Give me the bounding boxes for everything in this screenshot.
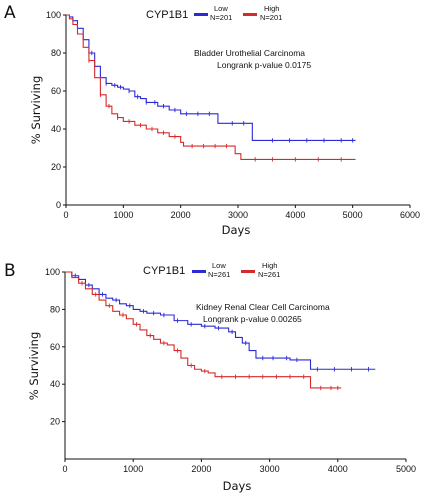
panel-a-y-tick-label: 60 bbox=[51, 86, 61, 96]
panel-a-y-tick-label: 0 bbox=[56, 200, 61, 210]
panel-b-legend-high-name: High bbox=[262, 261, 277, 270]
panel-b-x-axis-title: Days bbox=[223, 479, 252, 493]
panel-a-annotation-title: Bladder Urothelial Carcinoma bbox=[194, 48, 305, 58]
panel-b-legend-high-n: N=261 bbox=[258, 270, 280, 279]
panel-b-y-tick-label: 20 bbox=[50, 417, 60, 427]
panel-a-y-axis-title: % Surviving bbox=[29, 76, 43, 145]
panel-a-y-tick-label: 80 bbox=[51, 48, 61, 58]
panel-b-legend-low-n: N=261 bbox=[208, 270, 230, 279]
panel-b-y-tick-label: 60 bbox=[50, 342, 60, 352]
panel-a-x-axis-title: Days bbox=[222, 223, 251, 237]
panel-a-y-tick-label: 40 bbox=[51, 124, 61, 134]
panel-b-annotation-pvalue: Longrank p-value 0.00265 bbox=[203, 314, 302, 324]
panel-a: A CYP1B1 Low N=201 High N=201 Bladder Ur… bbox=[4, 3, 420, 237]
panel-a-low-survival-curve bbox=[66, 14, 356, 141]
panel-b-y-tick-label: 40 bbox=[50, 379, 60, 389]
panel-b-annotation-title: Kidney Renal Clear Cell Carcinoma bbox=[196, 302, 330, 312]
panel-b-x-tick-label: 1000 bbox=[123, 464, 143, 474]
panel-a-legend-low-n: N=201 bbox=[210, 13, 232, 22]
panel-b-y-tick-label: 80 bbox=[50, 304, 60, 314]
panel-a-x-tick-label: 3000 bbox=[228, 210, 248, 220]
panel-a-x-tick-label: 4000 bbox=[285, 210, 305, 220]
panel-a-x-tick-label: 2000 bbox=[171, 210, 191, 220]
panel-a-gene-label: CYP1B1 bbox=[146, 9, 188, 21]
panel-a-y-tick-label: 100 bbox=[46, 10, 61, 20]
panel-b-x-tick-label: 2000 bbox=[191, 464, 211, 474]
panel-b-y-tick-label: 100 bbox=[45, 267, 60, 277]
panel-b: B CYP1B1 Low N=261 High N=261 Kidney Ren… bbox=[4, 261, 416, 493]
panel-a-legend-low-name: Low bbox=[214, 4, 228, 13]
panel-a-x-tick-label: 5000 bbox=[343, 210, 363, 220]
panel-a-x-tick-label: 1000 bbox=[113, 210, 133, 220]
panel-b-x-tick-label: 4000 bbox=[328, 464, 348, 474]
panel-b-y-axis-title: % Surviving bbox=[27, 332, 41, 401]
panel-a-legend-high-name: High bbox=[264, 4, 279, 13]
panel-a-letter: A bbox=[4, 3, 16, 23]
panel-b-x-tick-label: 5000 bbox=[396, 464, 416, 474]
panel-a-legend-high-n: N=201 bbox=[260, 13, 282, 22]
panel-b-x-tick-label: 0 bbox=[62, 464, 67, 474]
panel-b-gene-label: CYP1B1 bbox=[143, 265, 185, 277]
panel-a-x-tick-label: 6000 bbox=[400, 210, 420, 220]
panel-a-x-tick-label: 0 bbox=[63, 210, 68, 220]
panel-b-x-tick-label: 3000 bbox=[260, 464, 280, 474]
panel-b-high-survival-curve bbox=[65, 271, 342, 389]
panel-b-low-survival-curve bbox=[65, 271, 376, 370]
panel-b-legend-low-name: Low bbox=[212, 261, 226, 270]
panel-a-high-survival-curve bbox=[66, 14, 356, 160]
panel-a-annotation-pvalue: Longrank p-value 0.0175 bbox=[217, 60, 311, 70]
panel-b-letter: B bbox=[4, 261, 16, 281]
panel-a-y-tick-label: 20 bbox=[51, 162, 61, 172]
